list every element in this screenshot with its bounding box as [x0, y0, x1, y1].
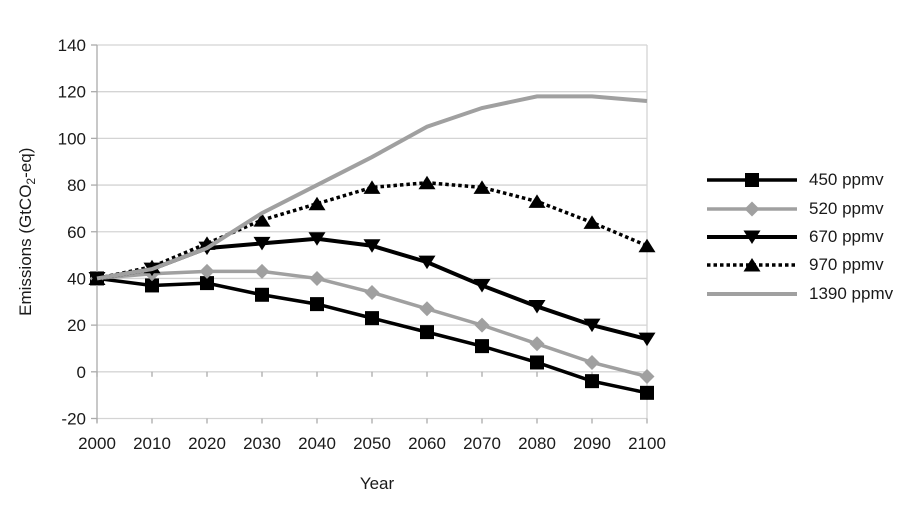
- x-tick-label-2070: 2070: [463, 434, 501, 453]
- marker-670-ppmv-2070: [473, 278, 491, 293]
- legend-line-sample-520: [707, 201, 797, 217]
- marker-450-ppmv-2060: [420, 325, 434, 340]
- legend-item-670ppmv: 670 ppmv: [707, 223, 893, 251]
- series-line-970-ppmv: [96, 180, 648, 281]
- marker-970-ppmv-2080: [528, 194, 546, 208]
- legend: 450 ppmv 520 ppmv 670 ppmv 970 ppmv 1390…: [707, 166, 893, 308]
- marker-670-ppmv-2030: [253, 236, 271, 251]
- marker-520-ppmv-2080: [529, 336, 545, 352]
- series-970-ppmv: [88, 175, 656, 285]
- legend-label-670: 670 ppmv: [809, 226, 884, 246]
- marker-520-ppmv-2030: [254, 263, 270, 279]
- legend-line-sample-970: [707, 258, 797, 272]
- x-tick-label-2050: 2050: [353, 434, 391, 453]
- x-tick-label-2100: 2100: [628, 434, 666, 453]
- marker-450-ppmv-2090: [585, 374, 599, 389]
- series-line-1390-ppmv: [96, 94, 648, 281]
- y-tick-label-100: 100: [58, 129, 86, 148]
- legend-line-sample-670: [707, 230, 797, 244]
- legend-label-450: 450 ppmv: [809, 170, 884, 190]
- marker-450-ppmv-2020: [200, 276, 214, 291]
- y-tick-label-20: 20: [67, 316, 86, 335]
- y-tick-label-0: 0: [77, 363, 86, 382]
- marker-670-ppmv-2060: [418, 255, 436, 270]
- legend-label-520: 520 ppmv: [809, 198, 884, 218]
- x-tick-label-2060: 2060: [408, 434, 446, 453]
- marker-520-ppmv-2060: [419, 301, 435, 317]
- x-tick-label-2030: 2030: [243, 434, 281, 453]
- marker-970-ppmv-2050: [363, 180, 381, 194]
- series-450-ppmv: [90, 271, 654, 400]
- marker-450-ppmv-2070: [475, 339, 489, 354]
- marker-520-ppmv-2070: [474, 317, 490, 333]
- legend-sample-marker: [745, 173, 759, 188]
- marker-970-ppmv-2060: [418, 175, 436, 190]
- x-tick-label-2010: 2010: [133, 434, 171, 453]
- x-tick-label-2080: 2080: [518, 434, 556, 453]
- y-tick-label-60: 60: [67, 223, 86, 242]
- marker-450-ppmv-2040: [310, 297, 324, 312]
- x-tick-label-2000: 2000: [78, 434, 116, 453]
- legend-label-1390: 1390 ppmv: [809, 283, 894, 303]
- legend-label-970: 970 ppmv: [809, 255, 884, 275]
- legend-sample-marker: [744, 201, 760, 217]
- marker-450-ppmv-2100: [640, 385, 654, 400]
- marker-670-ppmv-2050: [363, 239, 381, 253]
- marker-970-ppmv-2100: [638, 238, 656, 253]
- legend-sample-marker: [743, 258, 761, 272]
- axes: [91, 44, 648, 424]
- marker-520-ppmv-2090: [584, 354, 600, 370]
- marker-450-ppmv-2010: [145, 278, 159, 293]
- legend-sample-marker: [743, 230, 761, 244]
- legend-item-1390ppmv: 1390 ppmv: [707, 280, 893, 308]
- marker-670-ppmv-2090: [583, 318, 601, 333]
- marker-450-ppmv-2050: [365, 311, 379, 326]
- x-axis-title: Year: [360, 474, 395, 493]
- marker-520-ppmv-2050: [364, 284, 380, 300]
- y-tick-label-40: 40: [67, 269, 86, 288]
- marker-520-ppmv-2020: [199, 263, 215, 279]
- legend-line-sample-1390: [707, 291, 797, 296]
- marker-520-ppmv-2100: [639, 368, 655, 384]
- marker-670-ppmv-2040: [308, 232, 326, 246]
- marker-970-ppmv-2030: [253, 213, 271, 227]
- marker-450-ppmv-2080: [530, 355, 544, 370]
- marker-970-ppmv-2070: [473, 180, 491, 194]
- y-tick-label-120: 120: [58, 83, 86, 102]
- marker-450-ppmv-2030: [255, 287, 269, 302]
- y-tick-label-80: 80: [67, 176, 86, 195]
- legend-item-970ppmv: 970 ppmv: [707, 251, 893, 279]
- x-tick-label-2090: 2090: [573, 434, 611, 453]
- marker-970-ppmv-2040: [308, 196, 326, 211]
- marker-970-ppmv-2090: [583, 215, 601, 229]
- marker-670-ppmv-2100: [638, 332, 656, 347]
- legend-item-450ppmv: 450 ppmv: [707, 166, 893, 194]
- y-axis-title: Emissions (GtCO2-eq): [16, 148, 38, 316]
- marker-520-ppmv-2040: [309, 270, 325, 286]
- marker-670-ppmv-2080: [528, 299, 546, 314]
- x-tick-label-2040: 2040: [298, 434, 336, 453]
- y-tick-label--20: -20: [61, 410, 86, 429]
- gridlines: [97, 44, 648, 420]
- series-1390-ppmv: [96, 94, 648, 281]
- x-tick-label-2020: 2020: [188, 434, 226, 453]
- legend-line-sample-450: [707, 173, 797, 188]
- y-tick-label-140: 140: [58, 36, 86, 55]
- legend-item-520ppmv: 520 ppmv: [707, 194, 893, 222]
